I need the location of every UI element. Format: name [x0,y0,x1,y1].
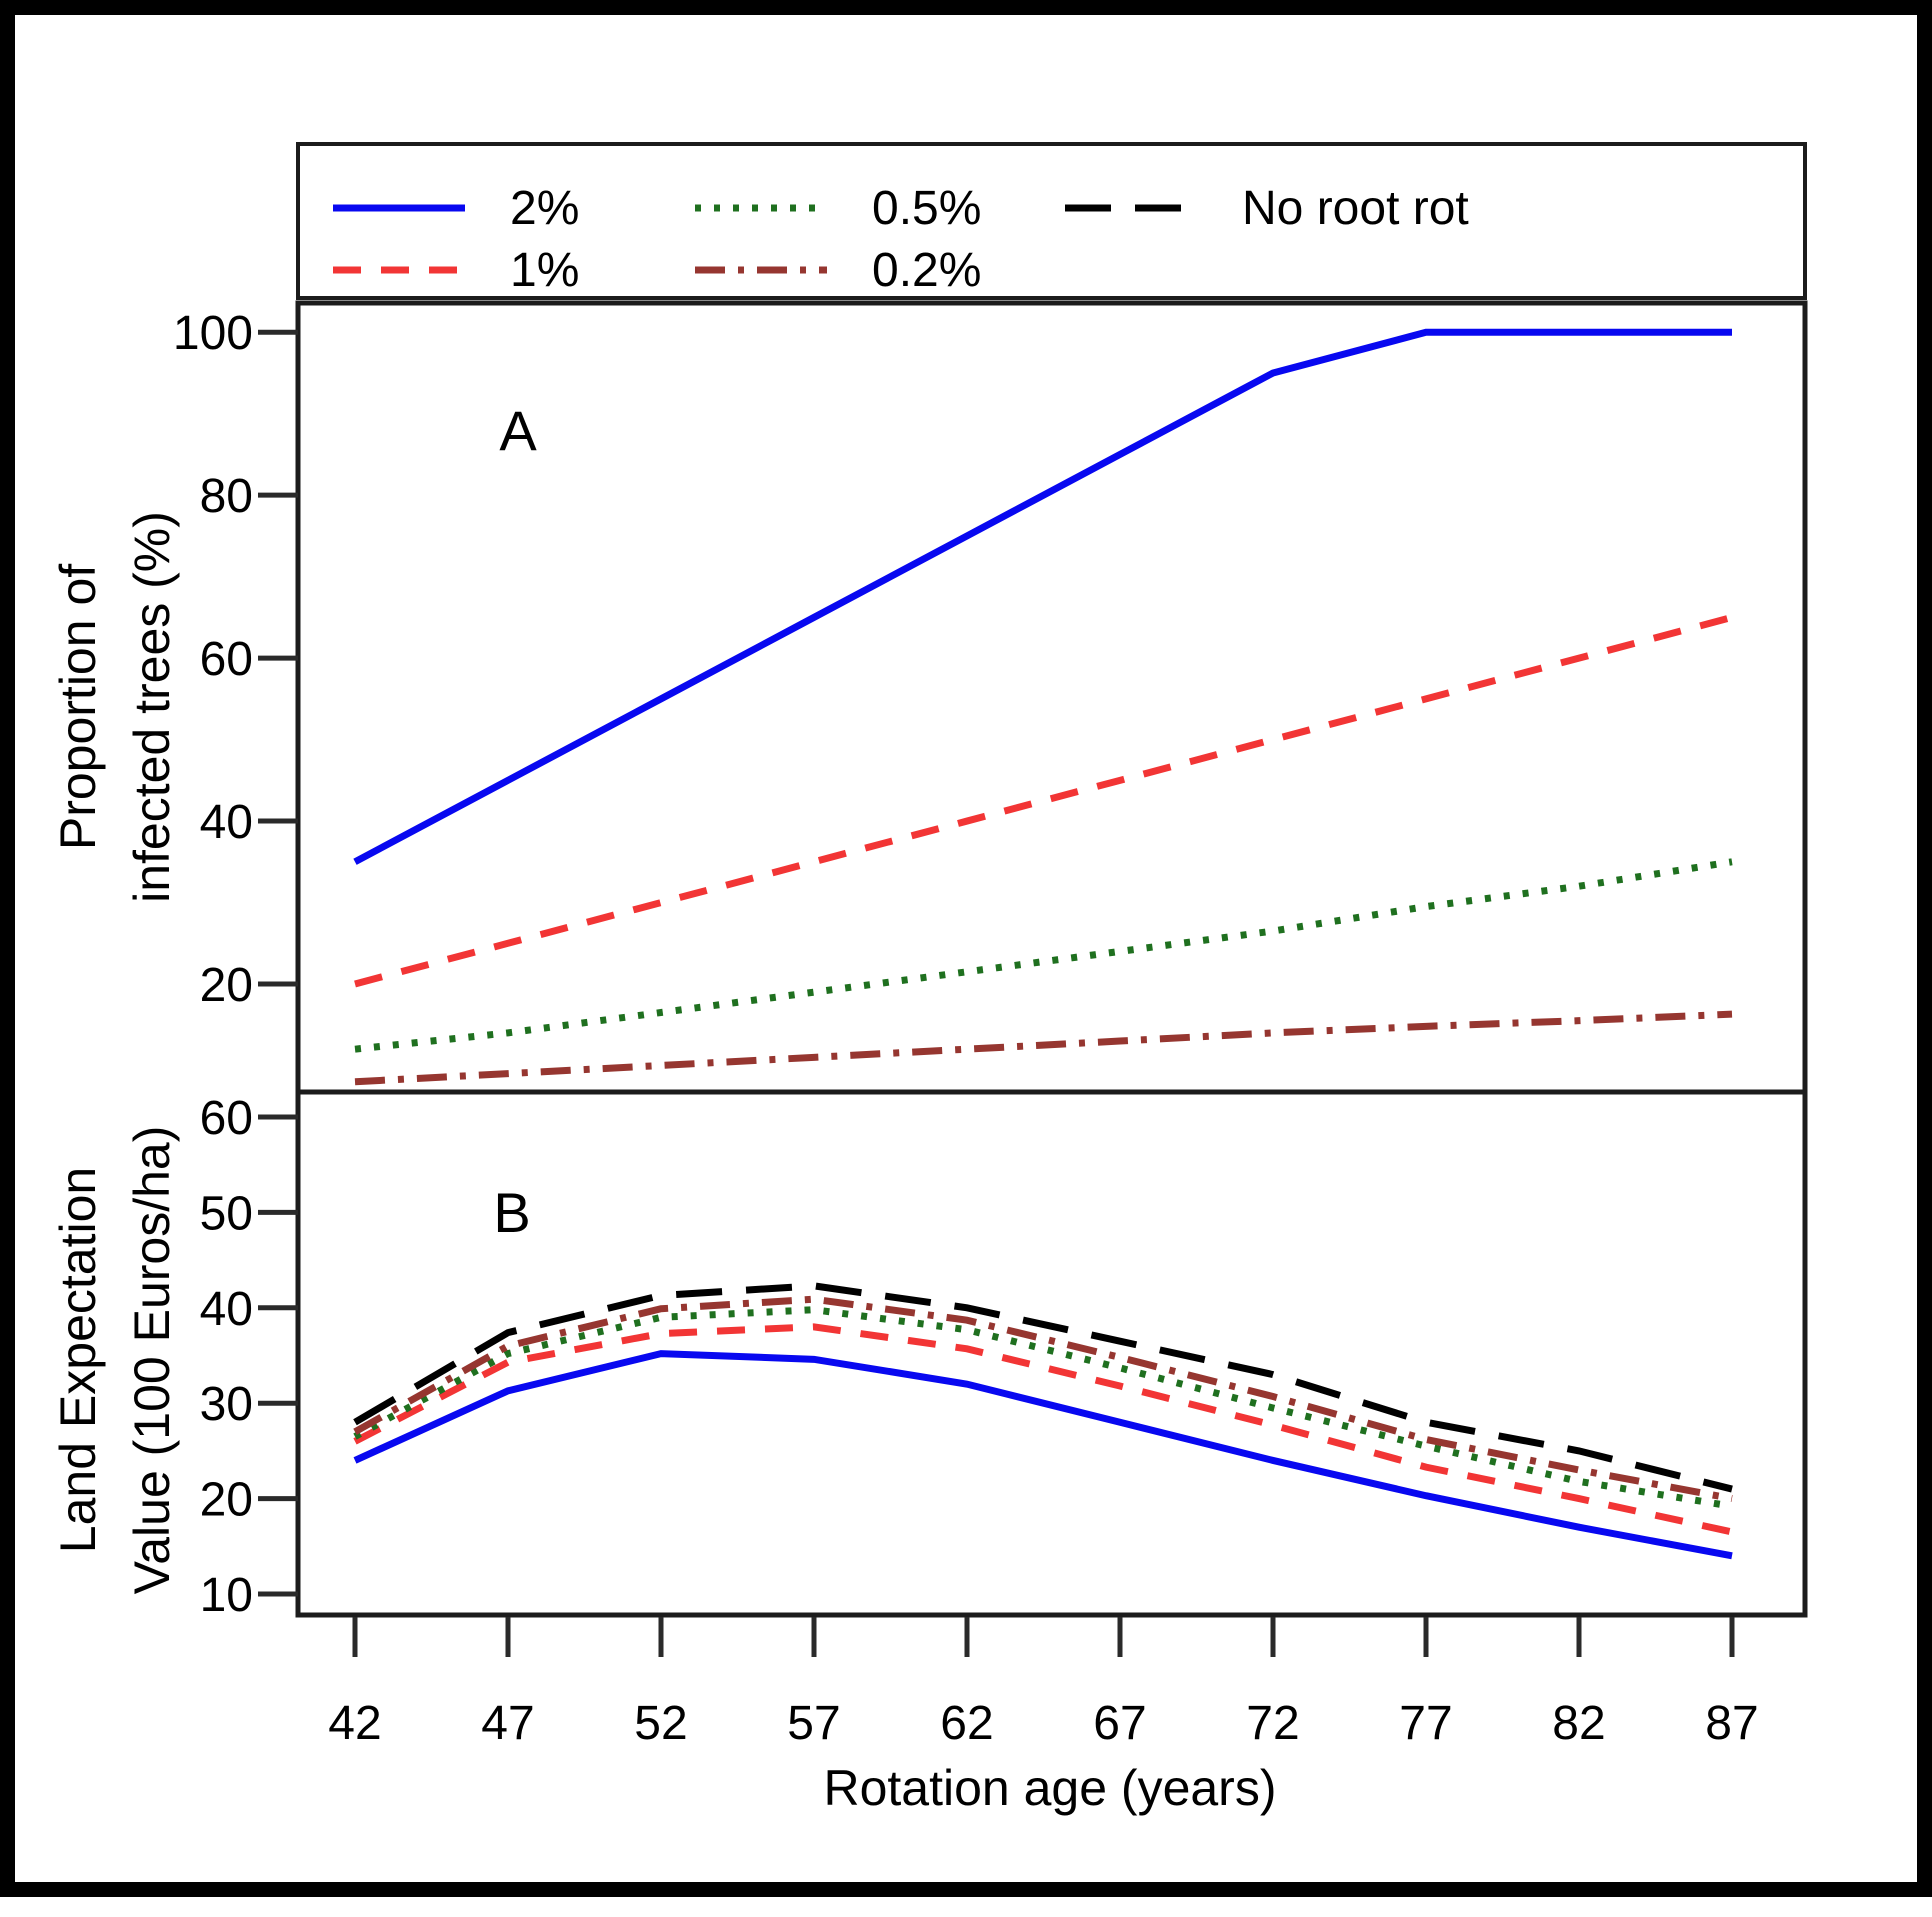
x-tick-label-47: 47 [481,1697,534,1750]
legend-label-1pct: 1% [510,244,579,297]
panel-a-y-tick-label-100: 100 [173,307,253,360]
panel-a-frame [295,300,1808,1095]
panel-a-y-tick-label-20: 20 [200,959,253,1012]
panel-b-y-tick-label-10: 10 [200,1569,253,1622]
legend-label-0-5pct: 0.5% [872,182,981,235]
panel-b-y-tick-label-50: 50 [200,1187,253,1240]
x-tick-label-62: 62 [940,1697,993,1750]
x-axis-title: Rotation age (years) [823,1760,1276,1816]
panel-a-y-axis-title-line2: infected trees (%) [124,511,180,903]
panel-a-y-axis-title-line1: Proportion of [50,564,106,850]
panel-a-series [353,328,1733,1086]
series-line-0-2pct-panel-b [353,1295,1733,1503]
x-tick-label-42: 42 [328,1697,381,1750]
series-line-0-5pct-panel-a [354,858,1733,1053]
two-panel-line-chart: 2% 1% 0.5% 0.2% No root rot 42 47 52 57 62 67 72 77… [50,142,1808,1816]
x-tick-label-82: 82 [1552,1697,1605,1750]
series-line-0-2pct-panel-a [354,1010,1733,1086]
x-tick-label-72: 72 [1246,1697,1299,1750]
panel-a-y-tick-label-60: 60 [200,633,253,686]
x-tick-label-57: 57 [787,1697,840,1750]
panel-b-label: B [493,1181,530,1244]
legend-label-0-2pct: 0.2% [872,244,981,297]
x-tick-label-67: 67 [1093,1697,1146,1750]
x-tick-label-52: 52 [634,1697,687,1750]
panel-a-y-tick-label-40: 40 [200,796,253,849]
series-line-0-5pct-panel-b [353,1306,1733,1510]
panel-b-y-tick-label-30: 30 [200,1378,253,1431]
panel-a-y-tick-label-80: 80 [200,470,253,523]
panel-b-y-tick-label-60: 60 [200,1092,253,1145]
x-tick-label-77: 77 [1399,1697,1452,1750]
axes: 42 47 52 57 62 67 72 77 82 87 100 80 60 40 20 60 50 40 30 2… [173,307,1759,1750]
series-line-2pct-panel-b [353,1350,1733,1560]
legend-label-no-root-rot: No root rot [1242,182,1469,235]
series-line-2pct-panel-a [353,328,1732,865]
panel-b-y-tick-label-40: 40 [200,1283,253,1336]
legend-box [296,142,1807,300]
panel-b-series [353,1282,1733,1560]
series-line-no-root-rot-panel-b [353,1282,1733,1493]
panel-b-y-axis-title-line2: Value (100 Euros/ha) [124,1126,180,1595]
series-line-1pct-panel-b [353,1323,1733,1536]
legend: 2% 1% 0.5% 0.2% No root rot [333,182,1469,297]
legend-label-2pct: 2% [510,182,579,235]
panel-b-y-tick-label-20: 20 [200,1474,253,1527]
panel-b-y-axis-title-line1: Land Expectation [50,1167,106,1553]
x-tick-label-87: 87 [1705,1697,1758,1750]
panel-a-label: A [499,399,537,462]
